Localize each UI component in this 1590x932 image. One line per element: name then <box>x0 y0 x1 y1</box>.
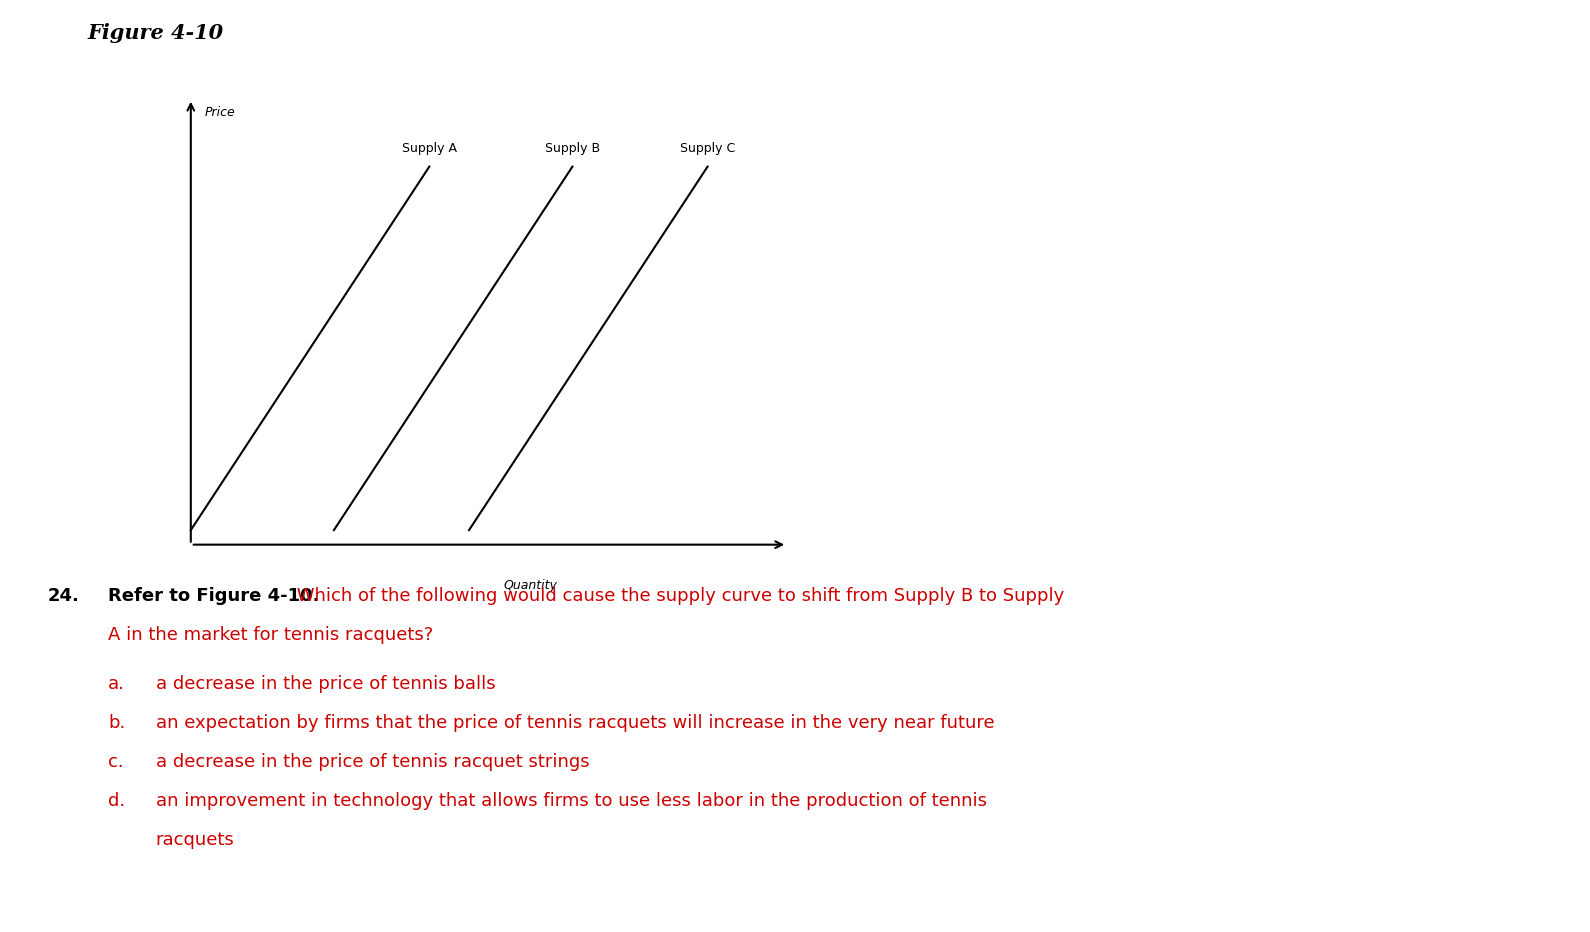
Text: Which of the following would cause the supply curve to shift from Supply B to Su: Which of the following would cause the s… <box>291 587 1064 605</box>
Text: Supply C: Supply C <box>681 142 735 155</box>
Text: Supply B: Supply B <box>545 142 599 155</box>
Text: Supply A: Supply A <box>402 142 456 155</box>
Text: an expectation by firms that the price of tennis racquets will increase in the v: an expectation by firms that the price o… <box>156 714 994 732</box>
Text: a.: a. <box>108 675 126 692</box>
Text: Quantity: Quantity <box>504 579 556 592</box>
Text: A in the market for tennis racquets?: A in the market for tennis racquets? <box>108 626 434 644</box>
Text: Price: Price <box>205 106 235 119</box>
Text: Refer to Figure 4-10.: Refer to Figure 4-10. <box>108 587 320 605</box>
Text: b.: b. <box>108 714 126 732</box>
Text: a decrease in the price of tennis racquet strings: a decrease in the price of tennis racque… <box>156 753 590 771</box>
Text: racquets: racquets <box>156 831 235 849</box>
Text: c.: c. <box>108 753 124 771</box>
Text: Figure 4-10: Figure 4-10 <box>87 23 224 43</box>
Text: a decrease in the price of tennis balls: a decrease in the price of tennis balls <box>156 675 496 692</box>
Text: an improvement in technology that allows firms to use less labor in the producti: an improvement in technology that allows… <box>156 792 987 810</box>
Text: 24.: 24. <box>48 587 80 605</box>
Text: d.: d. <box>108 792 126 810</box>
